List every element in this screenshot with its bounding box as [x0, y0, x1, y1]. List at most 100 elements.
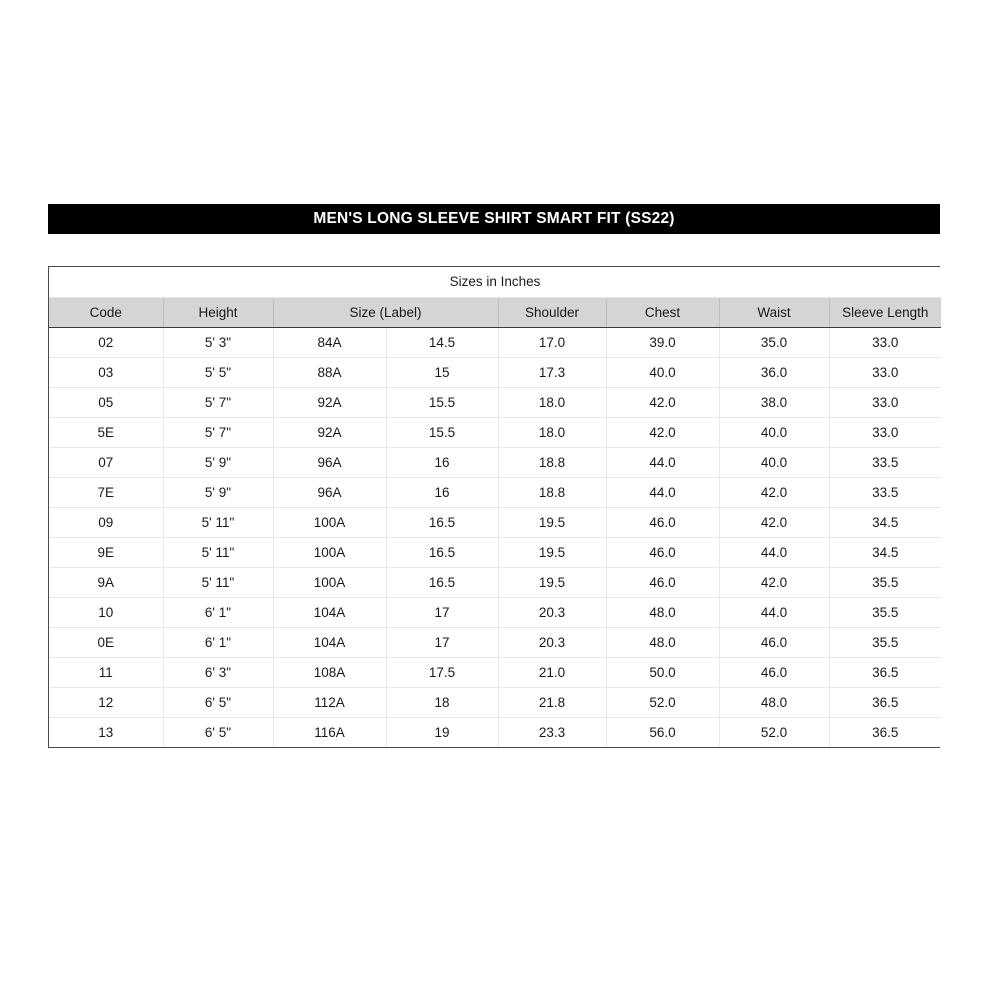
cell-code: 13	[49, 717, 164, 747]
cell-shoulder: 23.3	[498, 717, 607, 747]
cell-height: 6' 5"	[163, 717, 274, 747]
table-row: 7E 5' 9" 96A 16 18.8 44.0 42.0 33.5	[49, 477, 942, 508]
cell-size-label: 112A	[273, 687, 387, 718]
cell-code: 7E	[49, 477, 164, 508]
cell-sleeve-length: 36.5	[829, 717, 942, 747]
cell-shoulder: 19.5	[498, 507, 607, 538]
units-label: Sizes in Inches	[49, 267, 942, 298]
cell-size-number: 15.5	[386, 387, 499, 418]
cell-waist: 42.0	[719, 507, 830, 538]
cell-height: 5' 7"	[163, 417, 274, 448]
cell-size-number: 19	[386, 717, 499, 747]
cell-size-label: 108A	[273, 657, 387, 688]
column-header-shoulder: Shoulder	[498, 297, 607, 328]
cell-height: 6' 5"	[163, 687, 274, 718]
cell-sleeve-length: 35.5	[829, 627, 942, 658]
cell-size-number: 16	[386, 447, 499, 478]
cell-shoulder: 20.3	[498, 597, 607, 628]
column-header-code: Code	[49, 297, 164, 328]
cell-shoulder: 18.0	[498, 417, 607, 448]
cell-height: 6' 1"	[163, 627, 274, 658]
column-header-waist: Waist	[719, 297, 830, 328]
cell-code: 11	[49, 657, 164, 688]
cell-chest: 48.0	[606, 627, 720, 658]
cell-size-number: 15.5	[386, 417, 499, 448]
table-row: 13 6' 5" 116A 19 23.3 56.0 52.0 36.5	[49, 717, 942, 747]
cell-waist: 44.0	[719, 597, 830, 628]
table-head: Sizes in Inches Code Height Size (Label)…	[49, 267, 942, 328]
cell-code: 9E	[49, 537, 164, 568]
cell-waist: 46.0	[719, 627, 830, 658]
cell-size-label: 100A	[273, 537, 387, 568]
cell-sleeve-length: 35.5	[829, 597, 942, 628]
cell-code: 0E	[49, 627, 164, 658]
table-row: 12 6' 5" 112A 18 21.8 52.0 48.0 36.5	[49, 687, 942, 718]
cell-sleeve-length: 35.5	[829, 567, 942, 598]
cell-chest: 42.0	[606, 417, 720, 448]
table-row: 5E 5' 7" 92A 15.5 18.0 42.0 40.0 33.0	[49, 417, 942, 448]
cell-size-label: 88A	[273, 357, 387, 388]
cell-size-label: 92A	[273, 417, 387, 448]
cell-height: 5' 3"	[163, 327, 274, 358]
cell-sleeve-length: 33.0	[829, 417, 942, 448]
cell-shoulder: 21.0	[498, 657, 607, 688]
cell-size-number: 16.5	[386, 537, 499, 568]
table-row: 0E 6' 1" 104A 17 20.3 48.0 46.0 35.5	[49, 627, 942, 658]
cell-size-label: 104A	[273, 627, 387, 658]
cell-size-number: 17	[386, 597, 499, 628]
column-header-height: Height	[163, 297, 274, 328]
cell-height: 5' 11"	[163, 567, 274, 598]
cell-sleeve-length: 33.5	[829, 477, 942, 508]
cell-size-label: 104A	[273, 597, 387, 628]
cell-waist: 46.0	[719, 657, 830, 688]
size-chart-table: Sizes in Inches Code Height Size (Label)…	[49, 267, 942, 747]
cell-code: 02	[49, 327, 164, 358]
cell-sleeve-length: 36.5	[829, 687, 942, 718]
cell-shoulder: 17.3	[498, 357, 607, 388]
table-row: 09 5' 11" 100A 16.5 19.5 46.0 42.0 34.5	[49, 507, 942, 538]
cell-height: 5' 11"	[163, 537, 274, 568]
cell-chest: 39.0	[606, 327, 720, 358]
cell-size-label: 96A	[273, 477, 387, 508]
cell-size-number: 16.5	[386, 507, 499, 538]
cell-shoulder: 18.8	[498, 477, 607, 508]
cell-shoulder: 18.0	[498, 387, 607, 418]
cell-size-label: 92A	[273, 387, 387, 418]
cell-code: 9A	[49, 567, 164, 598]
cell-chest: 40.0	[606, 357, 720, 388]
table-row: 05 5' 7" 92A 15.5 18.0 42.0 38.0 33.0	[49, 387, 942, 418]
cell-shoulder: 19.5	[498, 537, 607, 568]
cell-size-number: 16.5	[386, 567, 499, 598]
cell-height: 6' 3"	[163, 657, 274, 688]
cell-size-label: 96A	[273, 447, 387, 478]
cell-waist: 44.0	[719, 537, 830, 568]
cell-chest: 44.0	[606, 477, 720, 508]
column-header-sleeve-length: Sleeve Length	[829, 297, 942, 328]
cell-waist: 42.0	[719, 567, 830, 598]
page-title: MEN'S LONG SLEEVE SHIRT SMART FIT (SS22)	[48, 204, 940, 234]
cell-size-number: 18	[386, 687, 499, 718]
cell-code: 03	[49, 357, 164, 388]
cell-code: 07	[49, 447, 164, 478]
cell-shoulder: 19.5	[498, 567, 607, 598]
cell-sleeve-length: 33.0	[829, 387, 942, 418]
cell-waist: 52.0	[719, 717, 830, 747]
cell-chest: 50.0	[606, 657, 720, 688]
cell-size-label: 116A	[273, 717, 387, 747]
cell-chest: 48.0	[606, 597, 720, 628]
table-row: 10 6' 1" 104A 17 20.3 48.0 44.0 35.5	[49, 597, 942, 628]
cell-sleeve-length: 36.5	[829, 657, 942, 688]
cell-chest: 46.0	[606, 537, 720, 568]
cell-code: 12	[49, 687, 164, 718]
cell-waist: 40.0	[719, 447, 830, 478]
cell-sleeve-length: 34.5	[829, 507, 942, 538]
cell-shoulder: 18.8	[498, 447, 607, 478]
cell-size-number: 17	[386, 627, 499, 658]
cell-sleeve-length: 33.5	[829, 447, 942, 478]
cell-size-label: 100A	[273, 507, 387, 538]
units-row: Sizes in Inches	[49, 267, 942, 298]
cell-waist: 36.0	[719, 357, 830, 388]
cell-code: 09	[49, 507, 164, 538]
table-body: 02 5' 3" 84A 14.5 17.0 39.0 35.0 33.0 03 5' 5" 88A…	[49, 327, 942, 747]
